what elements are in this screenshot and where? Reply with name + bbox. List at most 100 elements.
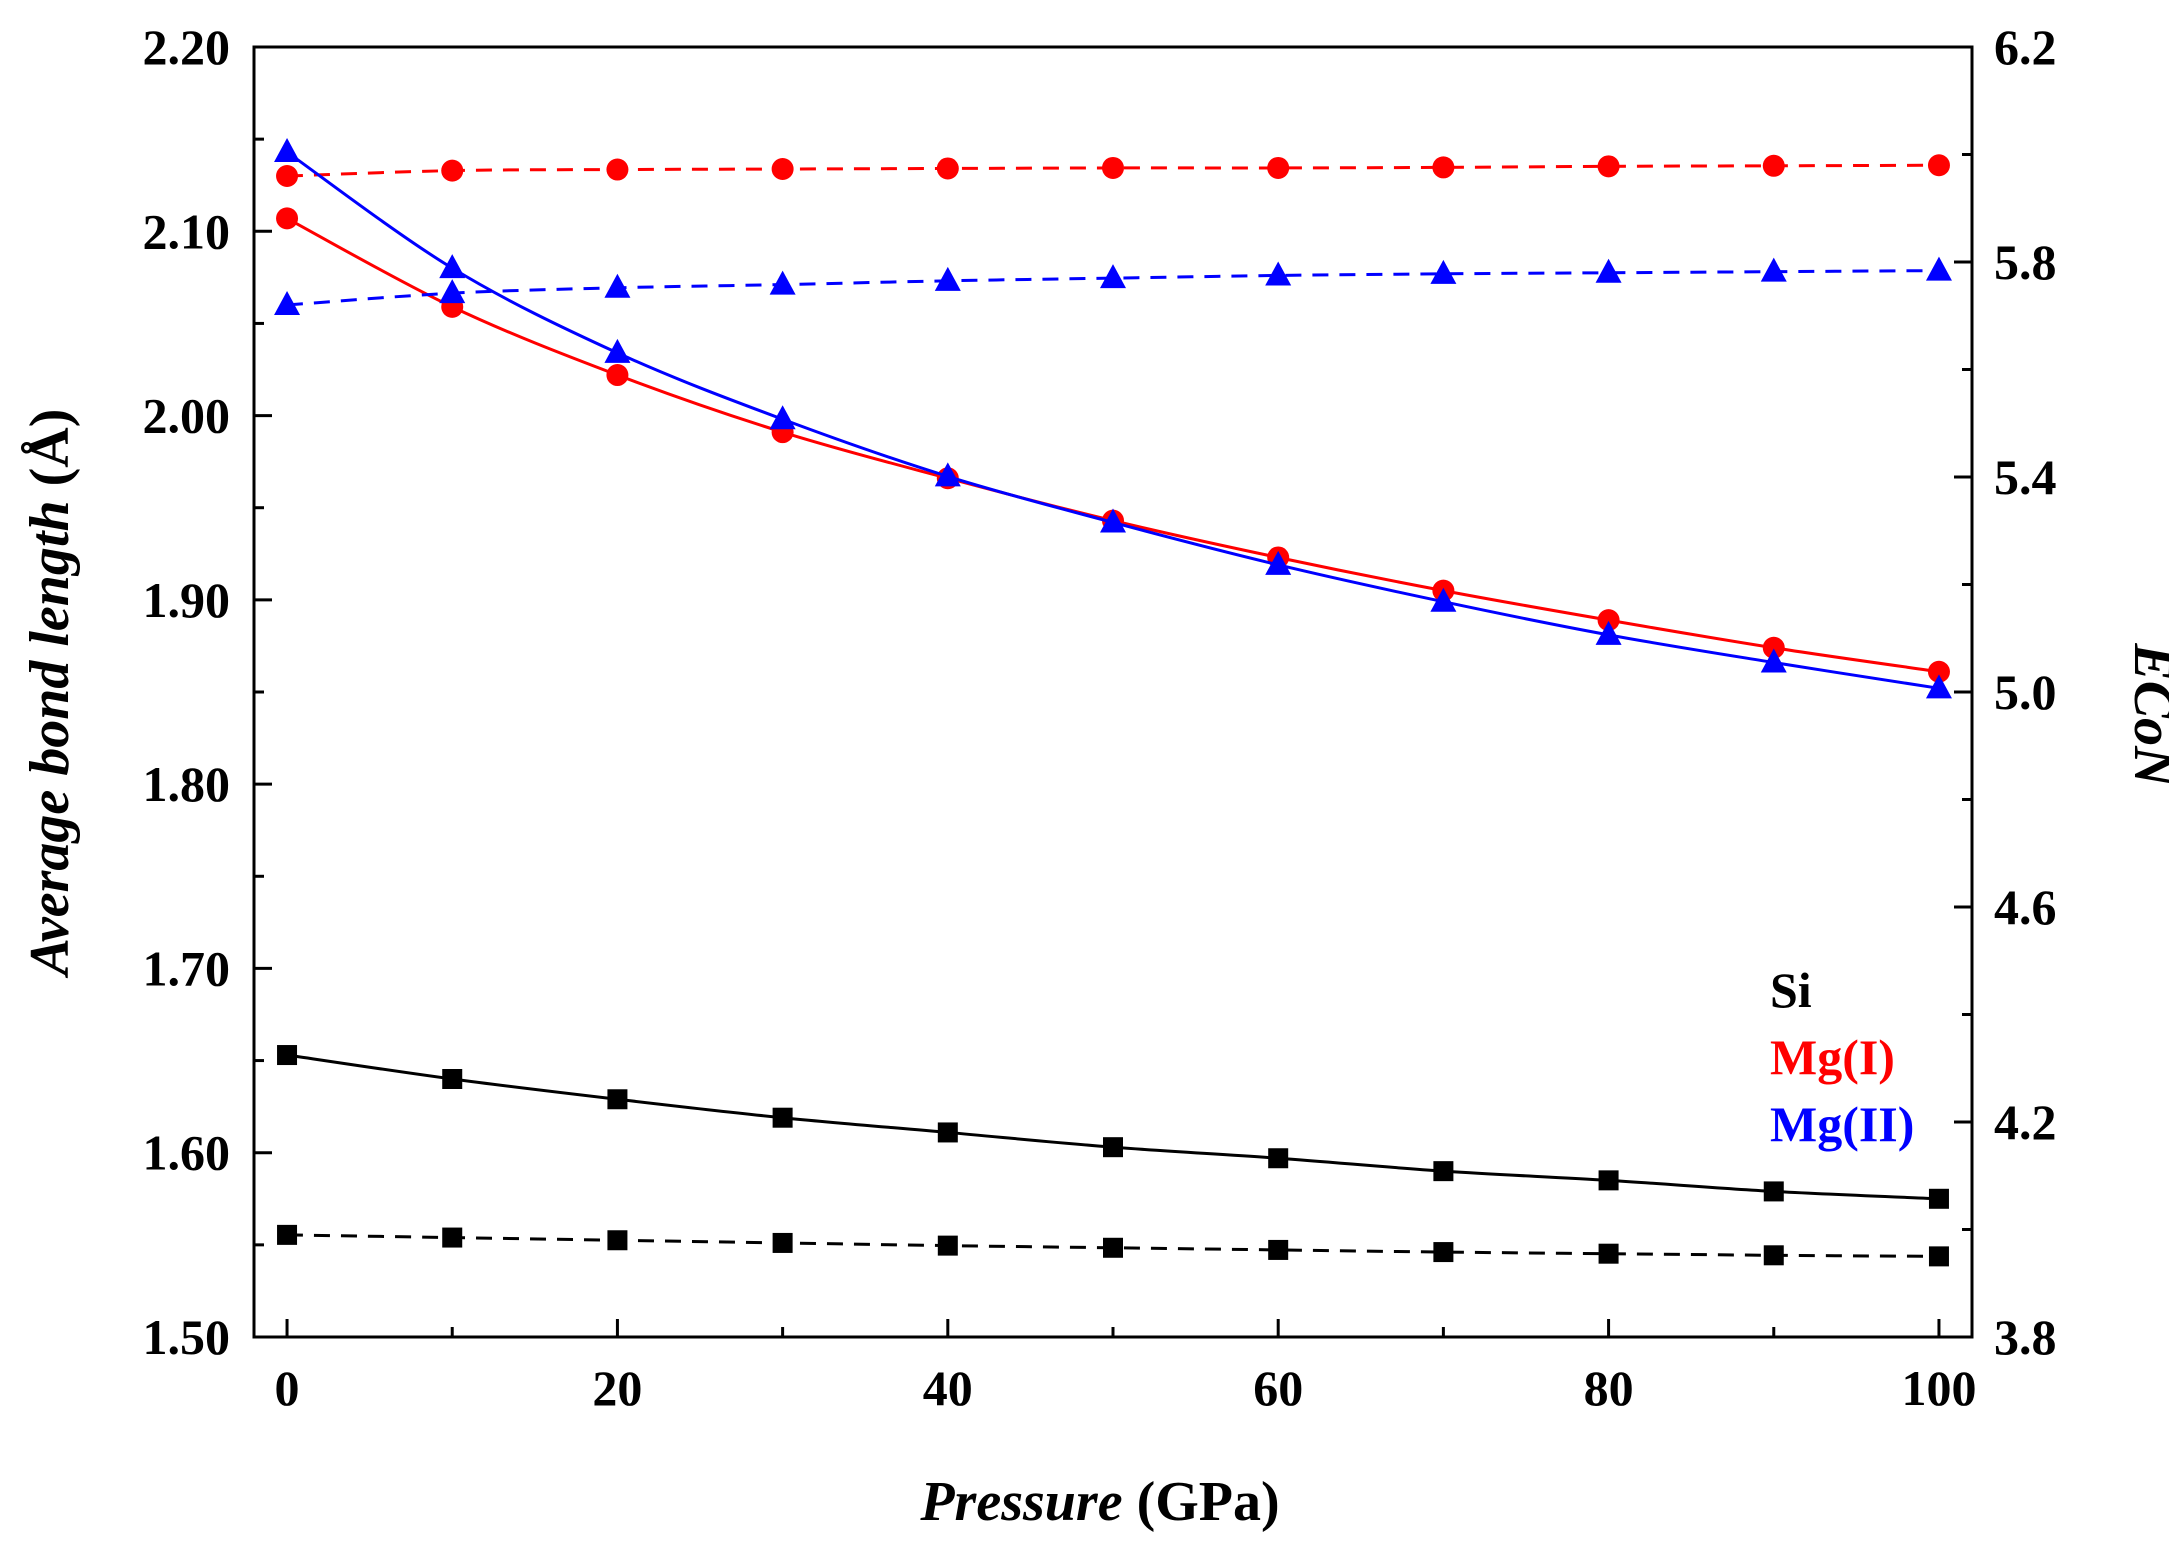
x-axis-title-unit: (GPa) <box>1123 1471 1280 1533</box>
data-point-triangle <box>1925 674 1952 699</box>
y-tick-label: 1.80 <box>143 756 231 812</box>
data-point-circle <box>606 364 629 387</box>
data-point-triangle <box>1100 508 1126 533</box>
data-point-triangle <box>1265 261 1292 286</box>
data-point-circle <box>276 207 299 230</box>
data-point-triangle <box>1430 587 1457 612</box>
data-point-square <box>1433 1161 1454 1182</box>
data-point-square <box>1103 1137 1123 1158</box>
data-point-triangle <box>934 266 961 291</box>
data-point-circle <box>606 158 629 181</box>
series-line-si-econ <box>287 1233 1939 1258</box>
data-point-square <box>772 1107 793 1128</box>
data-point-triangle <box>604 338 631 363</box>
y-tick-label: 1.70 <box>143 940 231 996</box>
data-point-triangle <box>439 254 466 279</box>
data-point-square <box>1598 1170 1619 1191</box>
data-point-square <box>607 1230 628 1251</box>
data-point-square <box>1928 1188 1949 1209</box>
data-point-circle <box>1597 609 1620 632</box>
data-point-triangle <box>274 291 301 315</box>
data-point-square <box>1598 1243 1619 1264</box>
data-point-square <box>1763 1245 1784 1266</box>
series-line-mg-ii-econ <box>286 269 1939 307</box>
y-axis-title-unit: (Å) <box>19 409 81 501</box>
y2-tick-label: 5.4 <box>1994 449 2057 505</box>
data-point-circle <box>1267 156 1290 179</box>
data-point-triangle <box>274 138 301 163</box>
y2-axis-title: ECoN <box>2122 642 2169 789</box>
data-point-circle <box>276 165 299 187</box>
x-tick-label: 20 <box>592 1360 642 1416</box>
y2-tick-label: 5.8 <box>1994 234 2057 290</box>
x-axis-ticks: 0 20 40 60 80 100 <box>275 1319 1976 1416</box>
data-point-square <box>277 1224 298 1245</box>
data-point-square <box>1763 1181 1784 1202</box>
data-point-square <box>937 1235 958 1256</box>
y-tick-label: 2.20 <box>143 19 231 75</box>
series-line-mg-ii-bond-length <box>286 150 1940 690</box>
legend-entry: Mg(I) <box>1770 1029 1895 1085</box>
data-point-triangle <box>1760 648 1787 673</box>
data-point-square <box>607 1089 628 1110</box>
data-point-square <box>442 1227 463 1248</box>
data-point-circle <box>936 157 959 180</box>
y-axis-title: Average bond length (Å) <box>19 409 81 979</box>
series-si-bond-length <box>277 1045 1949 1209</box>
data-point-triangle <box>1265 550 1292 575</box>
data-point-circle <box>1102 156 1124 179</box>
y2-tick-label: 6.2 <box>1994 19 2057 75</box>
data-point-triangle <box>1430 259 1457 284</box>
y-axis-ticks: 1.50 1.60 1.70 1.80 1.90 2.00 2.10 2.20 <box>143 19 272 1365</box>
y-tick-label: 1.90 <box>143 572 231 628</box>
data-point-square <box>1268 1239 1289 1260</box>
x-tick-label: 60 <box>1253 1360 1303 1416</box>
y2-axis-ticks: 3.8 4.2 4.6 5.0 5.4 5.8 6.2 <box>1954 19 2057 1365</box>
data-point-square <box>1268 1148 1289 1169</box>
legend-entry: Mg(II) <box>1770 1096 1914 1152</box>
y-tick-label: 2.10 <box>143 203 231 259</box>
data-point-triangle <box>604 273 631 298</box>
data-point-square <box>937 1122 958 1143</box>
legend: Si Mg(I) Mg(II) <box>1770 962 1914 1152</box>
series-line-si-bond-length <box>286 1053 1940 1201</box>
x-tick-label: 80 <box>1584 1360 1634 1416</box>
data-point-circle <box>1597 155 1620 178</box>
y2-tick-label: 4.6 <box>1994 879 2057 935</box>
series-si-econ <box>277 1224 1949 1267</box>
data-point-triangle <box>1100 264 1126 289</box>
y-axis-title-italic: Average bond length <box>19 500 81 978</box>
x-tick-label: 0 <box>275 1360 300 1416</box>
data-point-circle <box>1432 156 1455 179</box>
y-tick-label: 1.60 <box>143 1125 231 1181</box>
data-point-circle <box>1762 636 1785 659</box>
data-point-triangle <box>934 462 961 487</box>
data-point-triangle <box>1925 256 1952 281</box>
data-point-square <box>1103 1237 1123 1258</box>
data-point-triangle <box>769 405 796 430</box>
plot-series <box>274 138 1952 1267</box>
data-point-triangle <box>1595 258 1622 283</box>
x-tick-label: 40 <box>923 1360 973 1416</box>
y2-tick-label: 3.8 <box>1994 1309 2057 1365</box>
x-axis-title-italic: Pressure <box>919 1471 1122 1533</box>
series-mg-i-econ <box>276 154 1950 187</box>
y-tick-label: 2.00 <box>143 388 231 444</box>
data-point-triangle <box>439 279 466 304</box>
data-point-square <box>772 1232 793 1253</box>
data-point-square <box>1928 1246 1949 1267</box>
data-point-triangle <box>769 270 796 295</box>
y2-tick-label: 4.2 <box>1994 1094 2057 1150</box>
x-tick-label: 100 <box>1901 1360 1976 1416</box>
series-mg-ii-econ <box>274 256 1952 315</box>
legend-entry: Si <box>1770 962 1812 1018</box>
data-point-triangle <box>1760 257 1787 282</box>
series-mg-ii-bond-length <box>274 138 1952 699</box>
series-line-mg-i-econ <box>286 163 1939 178</box>
data-point-square <box>1433 1242 1454 1263</box>
data-point-square <box>277 1045 298 1066</box>
data-point-circle <box>1927 154 1950 177</box>
data-point-square <box>442 1069 463 1089</box>
data-point-circle <box>771 158 794 181</box>
